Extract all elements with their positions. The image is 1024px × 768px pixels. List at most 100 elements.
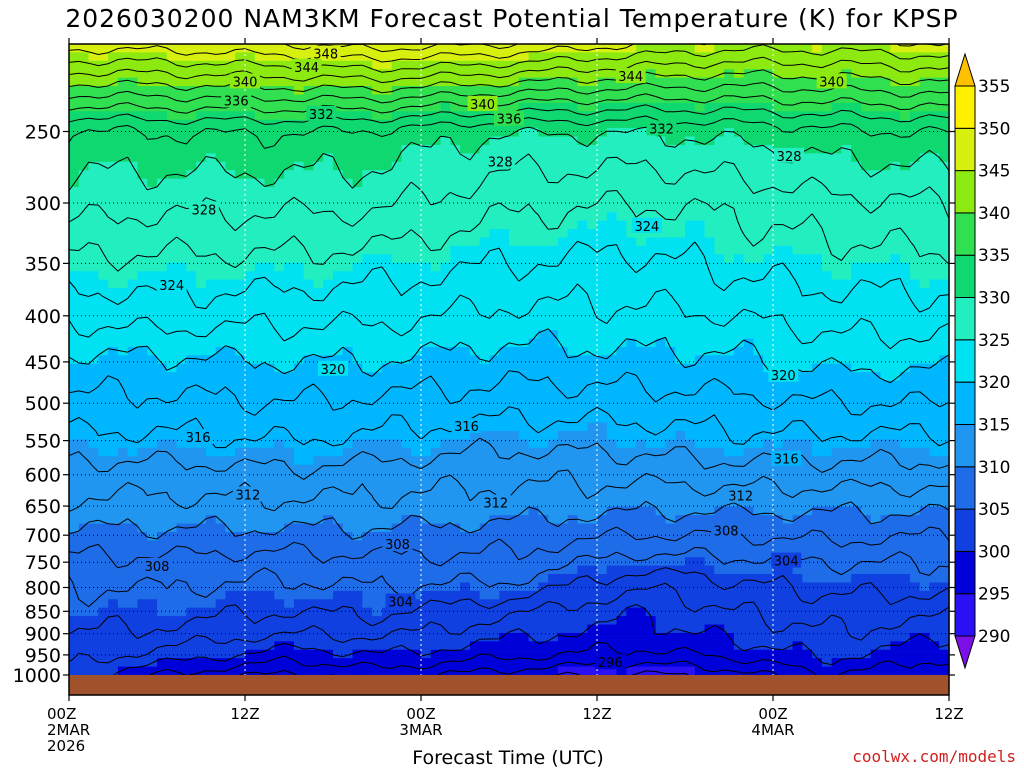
field-cell: [196, 170, 207, 180]
field-cell: [890, 237, 901, 247]
field-cell: [655, 52, 667, 62]
field-cell: [293, 77, 305, 87]
field-cell: [88, 456, 100, 466]
field-cell: [137, 287, 148, 298]
field-cell: [88, 489, 100, 500]
field-cell: [636, 262, 647, 272]
field-cell: [665, 304, 676, 314]
field-cell: [147, 271, 158, 281]
field-cell: [215, 52, 227, 62]
field-cell: [528, 52, 540, 62]
field-cell: [264, 414, 276, 424]
field-cell: [421, 355, 432, 365]
field-cell: [69, 187, 80, 197]
field-cell: [645, 313, 657, 323]
field-cell: [831, 111, 843, 121]
field-cell: [880, 52, 892, 62]
field-cell: [362, 489, 373, 500]
field-cell: [870, 431, 882, 441]
field-cell: [616, 119, 628, 129]
field-cell: [841, 338, 852, 348]
field-cell: [460, 44, 471, 54]
field-cell: [606, 102, 618, 112]
field-cell: [254, 262, 266, 272]
field-cell: [626, 481, 637, 491]
field-cell: [98, 229, 109, 239]
field-cell: [489, 506, 500, 516]
field-cell: [460, 372, 471, 382]
field-cell: [352, 195, 364, 205]
field-cell: [694, 388, 706, 399]
field-cell: [352, 220, 364, 230]
field-cell: [753, 111, 764, 121]
field-cell: [381, 456, 393, 466]
field-cell: [352, 431, 364, 441]
field-cell: [763, 111, 774, 121]
field-cell: [509, 102, 520, 112]
field-cell: [108, 431, 119, 441]
field-cell: [381, 439, 393, 449]
field-cell: [469, 346, 481, 356]
field-cell: [352, 414, 364, 424]
field-cell: [714, 304, 725, 314]
field-cell: [303, 321, 315, 331]
field-cell: [919, 119, 931, 129]
field-cell: [264, 262, 276, 272]
field-cell: [274, 498, 285, 508]
field-cell: [870, 153, 882, 163]
field-cell: [694, 431, 706, 441]
field-cell: [88, 304, 100, 314]
field-cell: [685, 69, 696, 79]
field-cell: [597, 144, 608, 155]
field-cell: [342, 136, 354, 146]
field-cell: [626, 271, 637, 281]
field-cell: [78, 481, 90, 491]
field-cell: [685, 346, 696, 356]
field-cell: [518, 464, 530, 474]
field-cell: [460, 489, 471, 500]
field-cell: [401, 153, 412, 163]
field-cell: [890, 229, 901, 239]
field-cell: [245, 178, 256, 188]
field-cell: [108, 111, 119, 121]
field-cell: [421, 380, 432, 390]
field-cell: [205, 178, 217, 188]
field-cell: [616, 422, 628, 432]
field-cell: [293, 380, 305, 390]
field-cell: [469, 60, 481, 70]
field-cell: [939, 304, 950, 314]
field-cell: [861, 330, 872, 340]
field-cell: [293, 439, 305, 449]
field-cell: [714, 338, 725, 348]
field-cell: [362, 498, 373, 508]
field-cell: [88, 187, 100, 197]
field-cell: [675, 296, 686, 306]
field-cell: [362, 212, 373, 222]
field-cell: [284, 439, 295, 449]
field-cell: [137, 187, 148, 197]
field-cell: [127, 262, 139, 272]
field-cell: [782, 77, 794, 87]
field-cell: [225, 128, 236, 138]
field-cell: [235, 144, 246, 155]
field-cell: [753, 161, 764, 171]
field-cell: [538, 119, 549, 129]
field-cell: [88, 212, 100, 222]
field-cell: [440, 178, 452, 188]
field-cell: [88, 195, 100, 205]
field-cell: [812, 220, 823, 230]
field-cell: [411, 178, 422, 188]
field-cell: [430, 287, 442, 298]
field-cell: [890, 321, 901, 331]
field-cell: [117, 506, 129, 516]
field-cell: [538, 136, 549, 146]
field-cell: [137, 397, 148, 407]
field-cell: [401, 380, 412, 390]
field-cell: [117, 60, 129, 70]
field-cell: [137, 422, 148, 432]
field-cell: [333, 355, 344, 365]
field-cell: [587, 489, 598, 500]
field-cell: [205, 321, 217, 331]
field-cell: [831, 498, 843, 508]
field-cell: [88, 447, 100, 457]
